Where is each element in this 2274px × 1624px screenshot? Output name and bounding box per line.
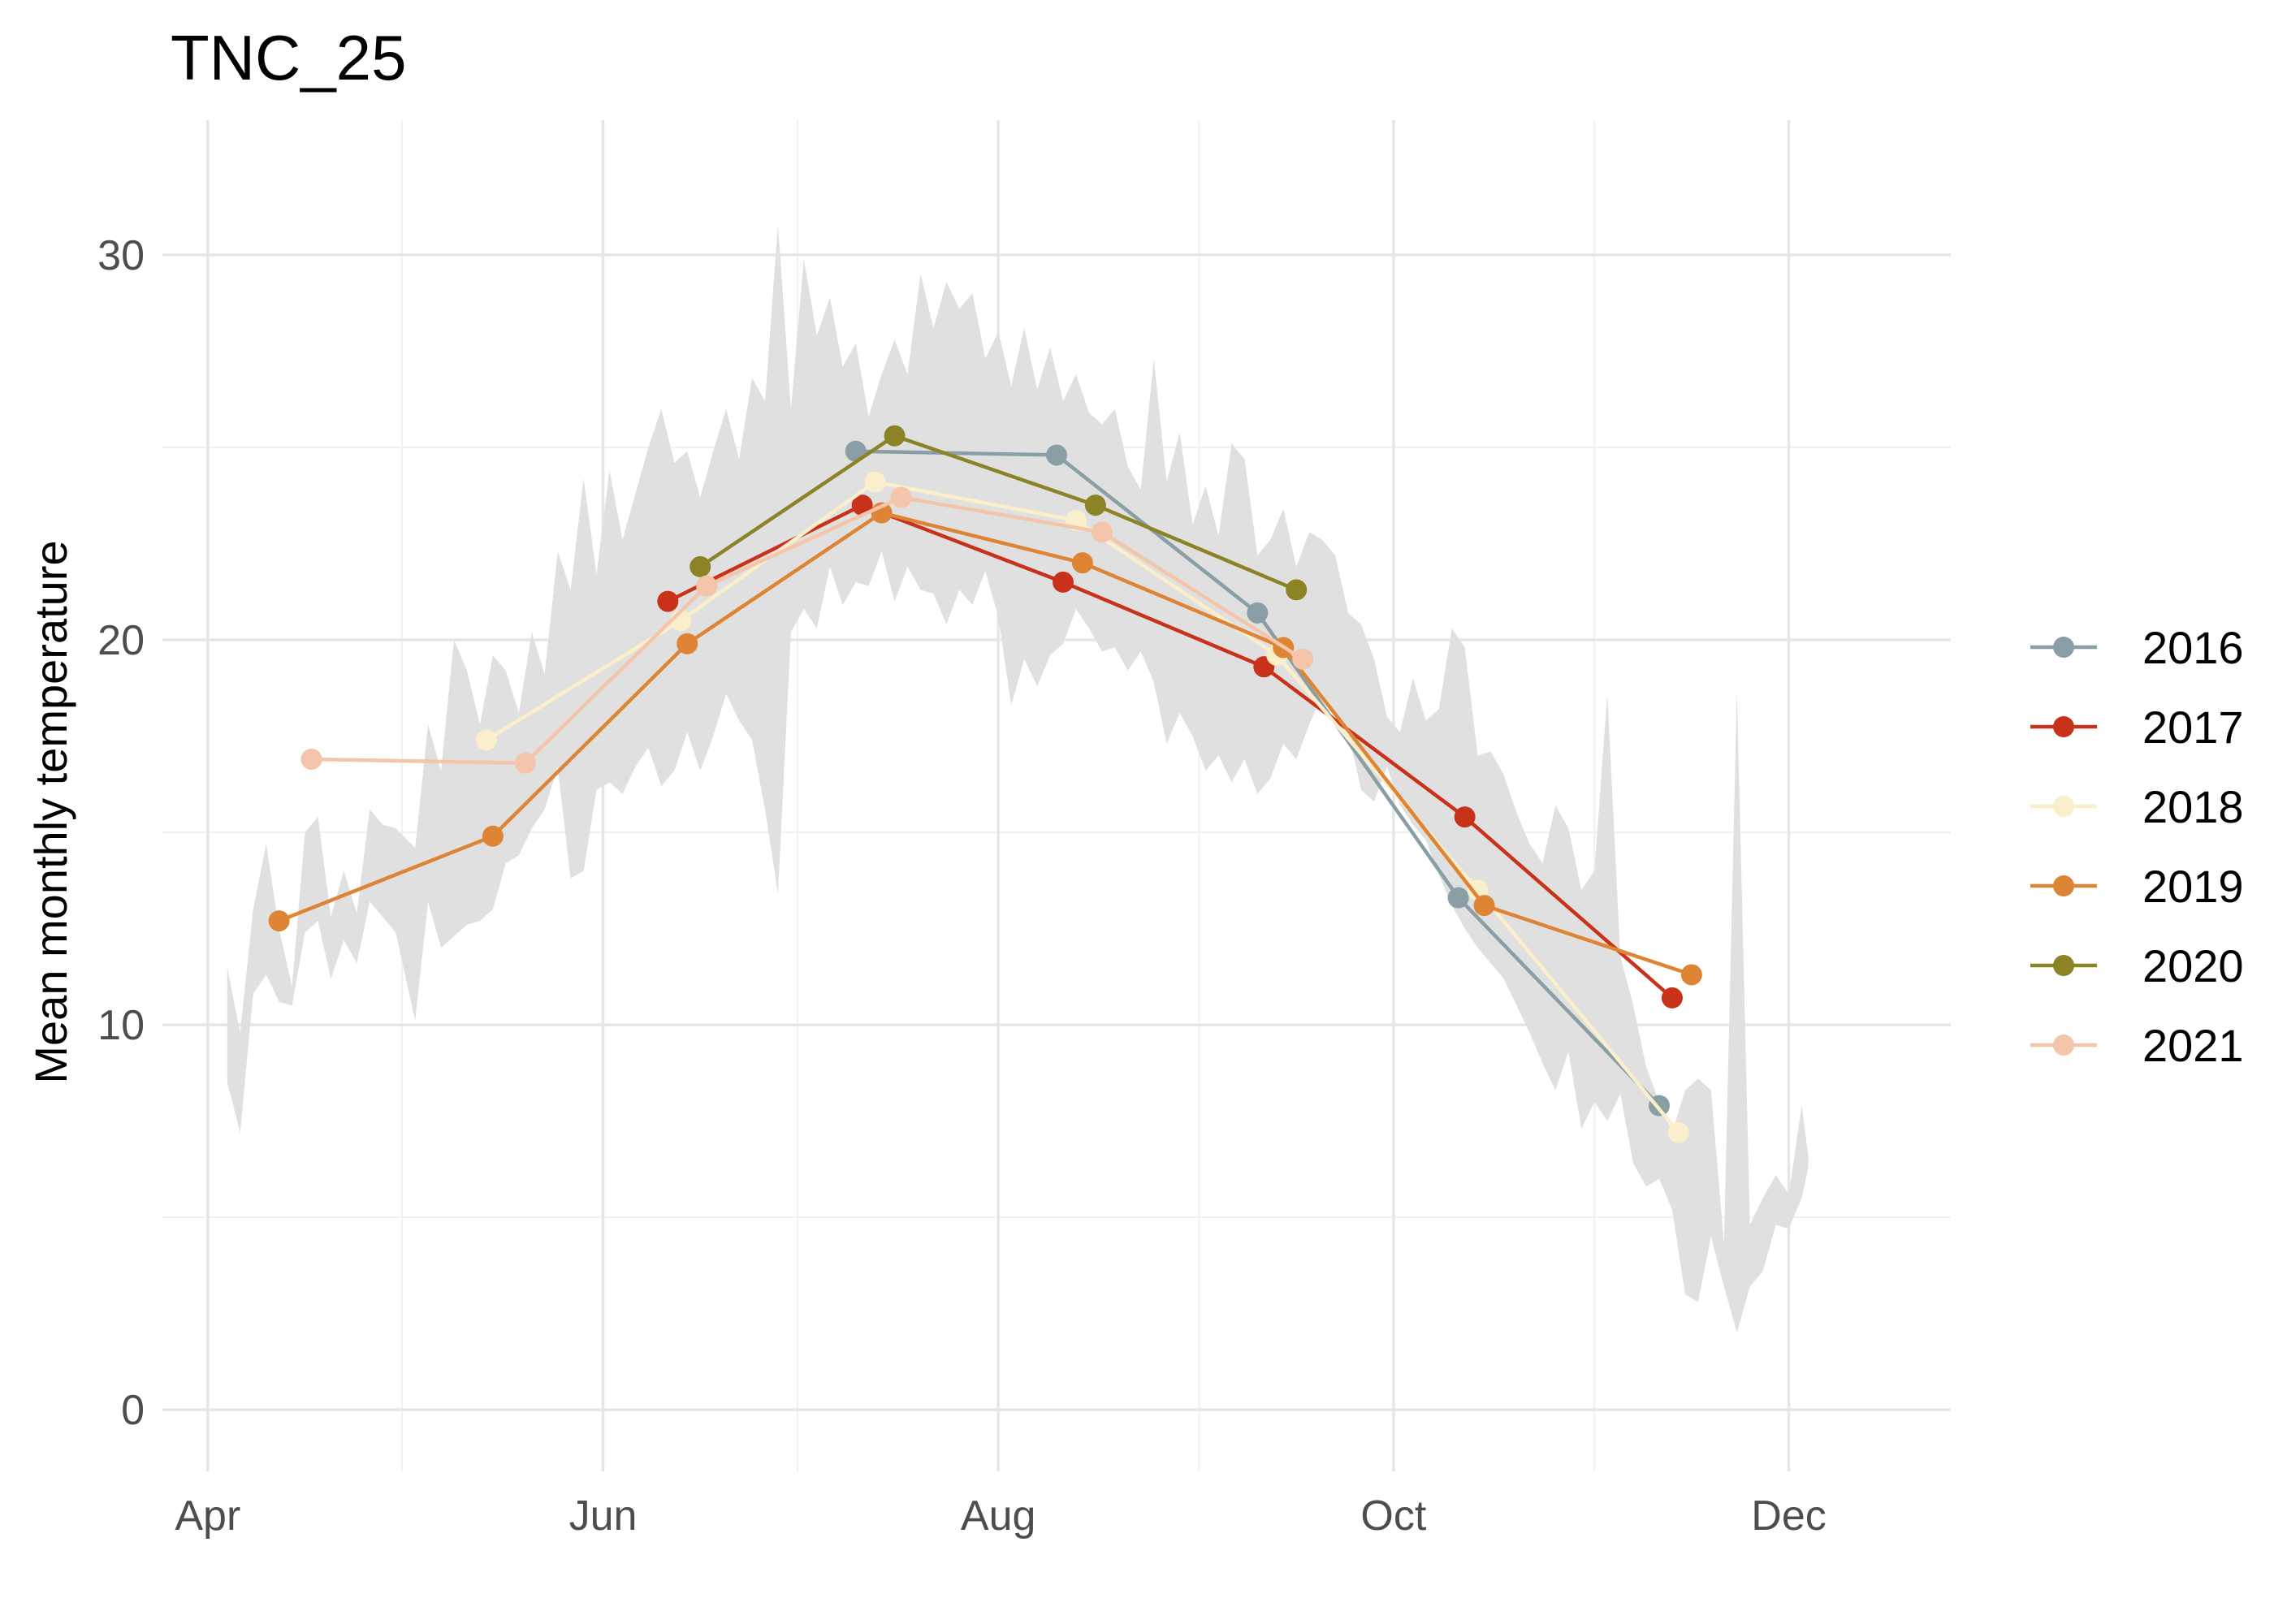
data-point [864,471,886,493]
data-point [1447,887,1469,909]
x-tick-label: Apr [175,1492,240,1540]
data-point [475,729,497,751]
data-point [1292,648,1314,670]
legend-label: 2016 [2142,622,2244,673]
series-line-2020 [698,434,1298,592]
legend-marker [2053,716,2074,737]
legend-label: 2020 [2142,940,2244,991]
data-point [514,752,536,774]
grid-layer [162,120,1951,1471]
series-line-2019 [278,511,1693,977]
data-point [1247,602,1269,624]
series-2021 [300,486,1314,774]
data-point [1046,444,1067,466]
data-point [1071,552,1093,574]
series-line-2021 [311,495,1304,765]
x-tick-label: Jun [569,1492,638,1540]
data-point [1286,579,1308,601]
data-point [268,910,290,932]
legend-label: 2017 [2142,702,2244,753]
legend-marker [2053,637,2074,658]
data-point [884,425,906,447]
legend: 2016 2017 2018 2019 2020 2021 [2030,622,2244,1071]
legend-item-2021: 2021 [2030,1020,2244,1071]
data-point [482,825,504,847]
data-point [890,486,912,508]
data-point [1680,964,1702,986]
y-tick-label: 30 [97,232,145,279]
legend-marker [2053,1034,2074,1056]
range-envelope-layer [227,224,1809,1333]
legend-marker [2053,955,2074,976]
series-2019 [268,502,1702,986]
series-2017 [657,495,1683,1009]
series-2016 [845,440,1670,1116]
data-point [1454,806,1476,828]
data-point [1473,895,1495,917]
data-point [657,590,679,612]
legend-label: 2018 [2142,781,2244,832]
legend-marker [2053,875,2074,896]
data-point [696,575,718,597]
x-tick-label: Aug [961,1492,1036,1540]
data-point [1661,987,1683,1009]
legend-marker [2053,796,2074,817]
series-2020 [690,425,1308,601]
data-point [300,748,322,770]
legend-label: 2021 [2142,1020,2244,1071]
data-point [690,555,711,577]
axis-layer: 0 10 20 30 Apr Jun Aug Oct Dec [97,232,1827,1540]
chart-title: TNC_25 [171,22,406,93]
data-point [1052,571,1074,593]
legend-item-2020: 2020 [2030,940,2244,991]
data-point [1084,495,1106,516]
data-point [677,633,698,654]
x-tick-label: Oct [1360,1492,1426,1540]
y-axis-label: Mean monthly temperature [25,540,76,1083]
y-tick-label: 10 [97,1002,145,1049]
y-tick-label: 20 [97,617,145,664]
y-tick-label: 0 [121,1387,145,1434]
data-point [1091,521,1113,543]
x-tick-label: Dec [1751,1492,1826,1540]
data-point [851,495,873,516]
legend-item-2018: 2018 [2030,781,2244,832]
series-line-2017 [667,503,1674,1000]
legend-item-2019: 2019 [2030,861,2244,912]
legend-item-2016: 2016 [2030,622,2244,673]
data-point [1667,1121,1689,1143]
series-layer [268,425,1702,1143]
legend-label: 2019 [2142,861,2244,912]
legend-item-2017: 2017 [2030,702,2244,753]
daily-range-ribbon [227,224,1809,1333]
